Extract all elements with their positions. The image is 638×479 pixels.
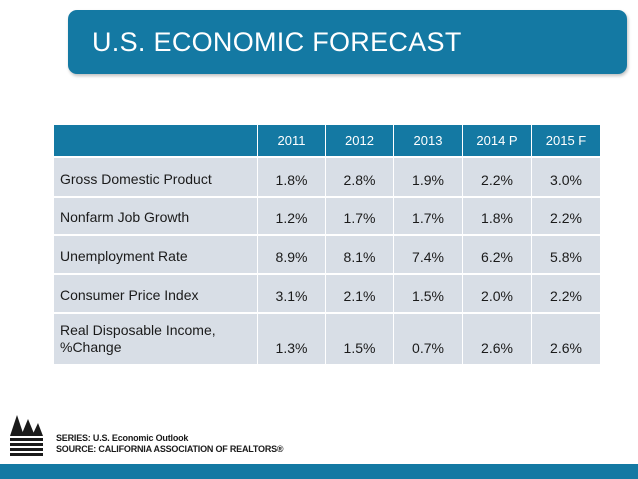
table-cell: 2.6% xyxy=(462,314,531,364)
row-label: Consumer Price Index xyxy=(54,275,257,312)
table-cell: 2.6% xyxy=(531,314,600,364)
column-header: 2011 xyxy=(257,125,325,156)
forecast-table: 2011 2012 2013 2014 P 2015 F Gross Domes… xyxy=(54,123,600,366)
table-row: Consumer Price Index 3.1% 2.1% 1.5% 2.0%… xyxy=(54,275,600,312)
title-banner: U.S. ECONOMIC FORECAST xyxy=(68,10,627,74)
table-cell: 6.2% xyxy=(462,236,531,273)
table-cell: 1.8% xyxy=(462,198,531,234)
table-row: Real Disposable Income, %Change 1.3% 1.5… xyxy=(54,314,600,364)
table-cell: 5.8% xyxy=(531,236,600,273)
row-label: Real Disposable Income, %Change xyxy=(54,314,257,364)
table-cell: 1.2% xyxy=(257,198,325,234)
table-cell: 3.1% xyxy=(257,275,325,312)
row-label: Unemployment Rate xyxy=(54,236,257,273)
bottom-accent-bar xyxy=(0,464,638,479)
column-header: 2012 xyxy=(325,125,393,156)
table-row: Unemployment Rate 8.9% 8.1% 7.4% 6.2% 5.… xyxy=(54,236,600,273)
table-cell: 2.2% xyxy=(531,198,600,234)
table-cell: 8.1% xyxy=(325,236,393,273)
source-note: SOURCE: CALIFORNIA ASSOCIATION OF REALTO… xyxy=(56,444,284,454)
table-cell: 2.1% xyxy=(325,275,393,312)
table-header-row: 2011 2012 2013 2014 P 2015 F xyxy=(54,125,600,156)
table-cell: 1.7% xyxy=(325,198,393,234)
table-cell: 0.7% xyxy=(393,314,462,364)
column-header: 2013 xyxy=(393,125,462,156)
table-cell: 1.9% xyxy=(393,158,462,196)
footer-credits: SERIES: U.S. Economic Outlook SOURCE: CA… xyxy=(56,433,284,455)
table-cell: 7.4% xyxy=(393,236,462,273)
header-blank-cell xyxy=(54,125,257,156)
table-cell: 2.2% xyxy=(531,275,600,312)
row-label-line: %Change xyxy=(60,339,122,355)
car-logo-icon xyxy=(10,415,43,456)
table-cell: 1.8% xyxy=(257,158,325,196)
table-row: Nonfarm Job Growth 1.2% 1.7% 1.7% 1.8% 2… xyxy=(54,198,600,234)
row-label: Nonfarm Job Growth xyxy=(54,198,257,234)
column-header: 2015 F xyxy=(531,125,600,156)
table-cell: 2.2% xyxy=(462,158,531,196)
table-cell: 2.0% xyxy=(462,275,531,312)
row-label-line: Real Disposable Income, xyxy=(60,322,216,338)
table-cell: 2.8% xyxy=(325,158,393,196)
table-row: Gross Domestic Product 1.8% 2.8% 1.9% 2.… xyxy=(54,158,600,196)
page-title: U.S. ECONOMIC FORECAST xyxy=(92,27,462,57)
table-cell: 1.3% xyxy=(257,314,325,364)
table-cell: 1.5% xyxy=(393,275,462,312)
table-cell: 1.7% xyxy=(393,198,462,234)
table-cell: 3.0% xyxy=(531,158,600,196)
column-header: 2014 P xyxy=(462,125,531,156)
row-label: Gross Domestic Product xyxy=(54,158,257,196)
table-cell: 8.9% xyxy=(257,236,325,273)
table-cell: 1.5% xyxy=(325,314,393,364)
series-note: SERIES: U.S. Economic Outlook xyxy=(56,433,189,443)
